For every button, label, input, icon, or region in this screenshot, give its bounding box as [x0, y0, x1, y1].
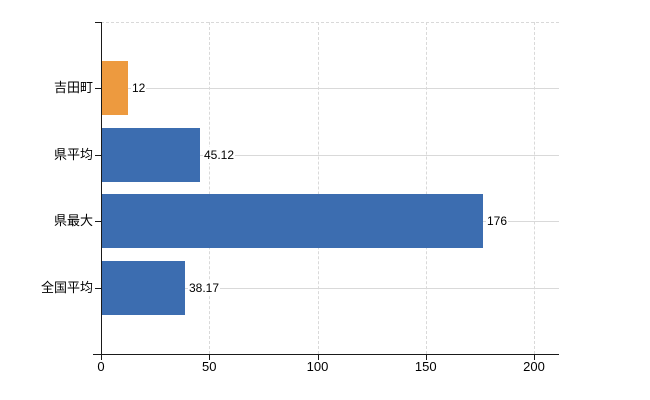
x-axis-tick [101, 354, 102, 360]
bar [102, 61, 128, 115]
category-label: 県最大 [53, 213, 93, 228]
category-label: 吉田町 [53, 80, 93, 95]
category-gridline [102, 88, 559, 89]
bar-value-label: 176 [486, 213, 509, 229]
x-axis-tick [209, 354, 211, 360]
x-tick-label: 50 [202, 359, 217, 374]
category-label: 全国平均 [40, 280, 93, 295]
category-axis-tick [95, 221, 101, 222]
x-axis-tick [425, 354, 427, 360]
category-gridline [102, 288, 559, 289]
vertical-gridline [534, 22, 535, 354]
vertical-gridline [317, 22, 319, 354]
plot-top-border [101, 22, 559, 23]
category-axis-tick [95, 155, 101, 156]
x-axis-tick [317, 354, 319, 360]
x-tick-label: 100 [306, 359, 329, 374]
bar [102, 194, 483, 248]
x-tick-label: 200 [523, 359, 545, 374]
category-axis-tick [95, 88, 101, 89]
vertical-gridline [209, 22, 211, 354]
bar-value-label: 12 [131, 80, 147, 96]
bar [102, 128, 200, 182]
category-label: 県平均 [53, 147, 93, 162]
vertical-gridline [425, 22, 427, 354]
category-axis-tick [95, 288, 101, 289]
bar-value-label: 45.12 [203, 147, 236, 163]
y-axis-end-tick [95, 22, 101, 23]
category-gridline [102, 155, 559, 156]
bar [102, 261, 185, 315]
x-tick-label: 0 [97, 359, 105, 374]
x-axis-line [93, 354, 559, 355]
bar-value-label: 38.17 [188, 280, 221, 296]
x-tick-label: 150 [414, 359, 437, 374]
y-axis-line [101, 22, 102, 354]
x-axis-tick [534, 354, 535, 360]
